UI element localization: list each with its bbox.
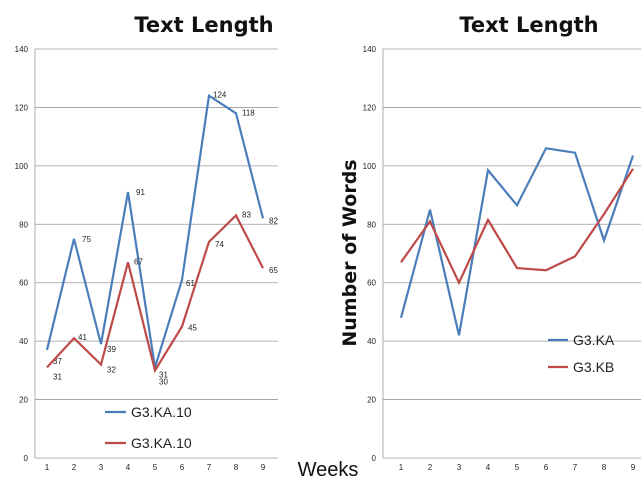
series-line-1 [399, 147, 635, 336]
y-tick-label: 120 [363, 103, 377, 112]
data-label: 91 [136, 188, 145, 197]
data-label: 39 [107, 345, 116, 354]
x-tick-label: 3 [99, 463, 104, 472]
y-tick-label: 120 [15, 103, 29, 112]
legend-label: G3.KA.10 [131, 435, 192, 451]
x-tick-label: 9 [261, 463, 266, 472]
data-label: 32 [107, 366, 116, 375]
legend-label: G3.KA.10 [131, 404, 192, 420]
data-label: 65 [269, 266, 278, 275]
data-label: 118 [242, 108, 255, 117]
data-label: 83 [242, 211, 251, 220]
x-tick-label: 5 [153, 463, 158, 472]
data-label: 30 [159, 377, 168, 386]
data-label: 37 [53, 357, 62, 366]
x-tick-label: 2 [428, 463, 433, 472]
x-tick-label: 9 [631, 463, 636, 472]
y-tick-label: 60 [367, 279, 376, 288]
data-label: 31 [53, 372, 62, 381]
series-line-2 [46, 213, 264, 374]
x-tick-label: 1 [45, 463, 50, 472]
data-label: 45 [188, 324, 197, 333]
chart-right-title: Text Length [459, 13, 598, 37]
y-tick-label: 100 [15, 162, 29, 171]
chart-left: Text Length Weeks 0 20 40 60 80 100 120 140 1 2 3 4… [15, 13, 359, 477]
x-tick-label: 5 [515, 463, 520, 472]
x-tick-label: 4 [126, 463, 131, 472]
x-tick-label: 1 [399, 463, 404, 472]
x-tick-label: 4 [486, 463, 491, 472]
y-tick-label: 0 [372, 454, 377, 463]
x-tick-label: 7 [207, 463, 212, 472]
y-tick-label: 40 [19, 337, 28, 346]
x-tick-label: 2 [72, 463, 77, 472]
data-label: 31 [159, 370, 168, 379]
y-tick-label: 80 [367, 220, 376, 229]
chart-left-title: Text Length [134, 13, 273, 37]
data-label: 82 [269, 216, 278, 225]
chart-right: Text Length Number of Words 0 20 40 60 80 100… [339, 13, 641, 472]
x-tick-label: 6 [180, 463, 185, 472]
data-label: 61 [186, 279, 195, 288]
x-tick-label: 3 [457, 463, 462, 472]
y-tick-label: 60 [19, 279, 28, 288]
y-tick-label: 40 [367, 337, 376, 346]
chart-left-x-axis-label: Weeks [298, 459, 359, 477]
legend-label: G3.KA [573, 332, 615, 348]
y-tick-label: 140 [15, 45, 29, 54]
y-tick-label: 0 [24, 454, 29, 463]
data-label: 67 [134, 257, 143, 266]
y-tick-label: 100 [363, 162, 377, 171]
data-label: 124 [213, 91, 227, 100]
y-tick-label: 20 [19, 396, 28, 405]
data-label: 75 [82, 235, 91, 244]
y-tick-label: 80 [19, 220, 28, 229]
chart-right-y-axis-label: Number of Words [339, 159, 361, 346]
x-tick-label: 7 [573, 463, 578, 472]
series-line-1 [45, 93, 265, 368]
data-label: 74 [215, 240, 224, 249]
data-label: 41 [78, 333, 87, 342]
x-tick-label: 8 [234, 463, 239, 472]
x-tick-label: 8 [602, 463, 607, 472]
legend-label: G3.KB [573, 359, 614, 375]
x-tick-label: 6 [544, 463, 549, 472]
y-tick-label: 140 [363, 45, 377, 54]
y-tick-label: 20 [367, 396, 376, 405]
